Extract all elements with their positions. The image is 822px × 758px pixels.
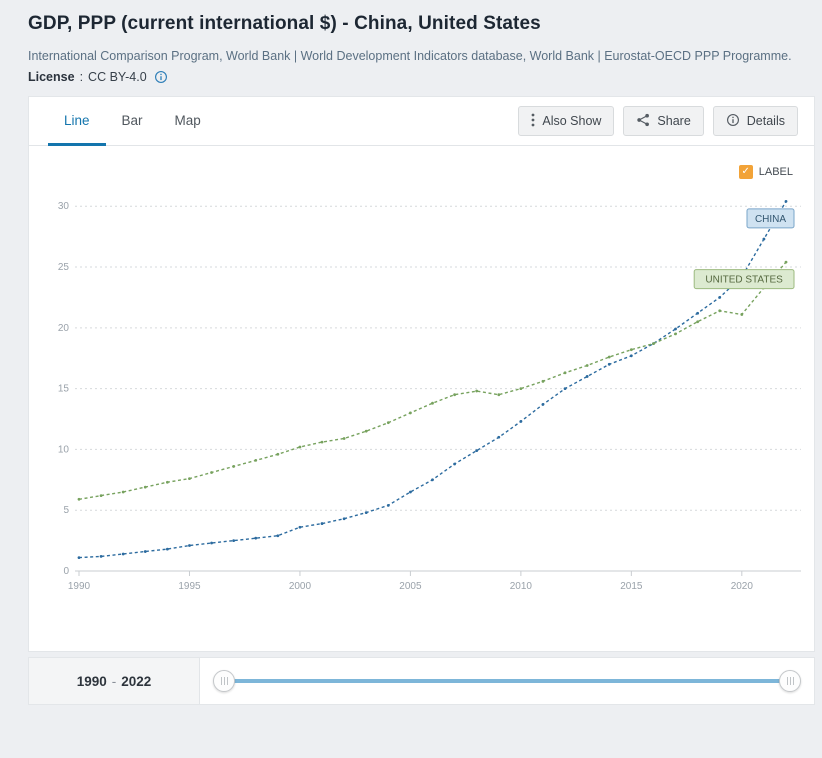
license-value: CC BY-4.0 bbox=[88, 70, 147, 85]
series-line-united-states bbox=[78, 261, 787, 501]
chart-area: 0 5 10 15 20 25 30 1990 1995 2000 2005 2010 2015 2020… bbox=[29, 146, 814, 651]
svg-text:5: 5 bbox=[63, 505, 69, 516]
slider-handle-left[interactable] bbox=[213, 670, 235, 693]
license-separator: : bbox=[79, 70, 84, 85]
svg-text:30: 30 bbox=[58, 201, 70, 212]
label-toggle[interactable]: ✓ LABEL bbox=[738, 165, 793, 180]
also-show-button[interactable]: Also Show bbox=[518, 106, 615, 137]
svg-text:1990: 1990 bbox=[68, 581, 91, 592]
also-show-label: Also Show bbox=[542, 114, 602, 129]
grip-lines-icon bbox=[786, 677, 794, 686]
series-china: CHINA bbox=[77, 200, 795, 560]
range-start-year: 1990 bbox=[76, 673, 107, 689]
svg-text:10: 10 bbox=[58, 445, 70, 456]
info-circle-icon bbox=[726, 113, 740, 130]
page: GDP, PPP (current international $) - Chi… bbox=[0, 0, 822, 706]
range-separator: - bbox=[111, 673, 117, 689]
grip-lines-icon bbox=[220, 677, 228, 686]
svg-text:2010: 2010 bbox=[510, 581, 533, 592]
label-checkbox[interactable]: ✓ bbox=[738, 165, 753, 180]
chart-tabbar: Line Bar Map Also Show bbox=[29, 97, 814, 147]
page-header: GDP, PPP (current international $) - Chi… bbox=[0, 0, 822, 93]
svg-text:20: 20 bbox=[58, 323, 70, 334]
svg-text:2000: 2000 bbox=[289, 581, 312, 592]
time-range-bar: 1990 - 2022 bbox=[28, 657, 815, 706]
svg-text:15: 15 bbox=[58, 384, 70, 395]
tab-map[interactable]: Map bbox=[174, 112, 201, 128]
time-range-label: 1990 - 2022 bbox=[29, 658, 200, 705]
tab-bar[interactable]: Bar bbox=[121, 112, 143, 128]
range-end-year: 2022 bbox=[121, 673, 152, 689]
chart-toolbar: Also Show Share bbox=[518, 97, 798, 145]
source-attribution: International Comparison Program, World … bbox=[28, 49, 792, 63]
label-checkbox-text: LABEL bbox=[758, 166, 793, 179]
svg-text:2005: 2005 bbox=[399, 581, 422, 592]
vertical-ellipsis-icon bbox=[531, 113, 535, 130]
page-title: GDP, PPP (current international $) - Chi… bbox=[28, 13, 541, 34]
share-button[interactable]: Share bbox=[623, 106, 704, 137]
license-row: License : CC BY-4.0 bbox=[28, 70, 794, 84]
gridlines: 0 5 10 15 20 25 30 bbox=[58, 201, 801, 577]
chart-card: Line Bar Map Also Show bbox=[28, 96, 815, 653]
svg-text:2015: 2015 bbox=[620, 581, 643, 592]
tab-line[interactable]: Line bbox=[48, 97, 106, 147]
license-label: License bbox=[28, 70, 75, 85]
svg-text:25: 25 bbox=[58, 262, 70, 273]
check-icon: ✓ bbox=[741, 166, 750, 178]
details-label: Details bbox=[746, 114, 785, 129]
time-range-slider bbox=[200, 658, 814, 704]
country-label-badge-united-states: UNITED STATES bbox=[693, 269, 795, 290]
series-points-united-states bbox=[77, 261, 788, 501]
details-button[interactable]: Details bbox=[712, 106, 798, 137]
slider-track[interactable] bbox=[233, 679, 781, 684]
country-label-badge-china: CHINA bbox=[746, 208, 795, 229]
svg-text:1995: 1995 bbox=[178, 581, 201, 592]
share-icon bbox=[636, 113, 650, 130]
svg-text:2020: 2020 bbox=[731, 581, 754, 592]
license-info-icon[interactable] bbox=[154, 70, 168, 84]
series-united-states: UNITED STATES bbox=[77, 261, 795, 501]
slider-handle-right[interactable] bbox=[779, 670, 801, 693]
svg-text:CHINA: CHINA bbox=[755, 214, 786, 225]
series-line-china bbox=[78, 201, 787, 559]
series-points-china bbox=[77, 200, 788, 560]
share-label: Share bbox=[657, 114, 691, 129]
svg-text:UNITED STATES: UNITED STATES bbox=[705, 275, 783, 286]
line-chart-svg: 0 5 10 15 20 25 30 1990 1995 2000 2005 2010 2015 2020… bbox=[58, 200, 801, 592]
svg-text:0: 0 bbox=[63, 566, 69, 577]
x-axis: 1990 1995 2000 2005 2010 2015 2020 bbox=[68, 571, 753, 592]
